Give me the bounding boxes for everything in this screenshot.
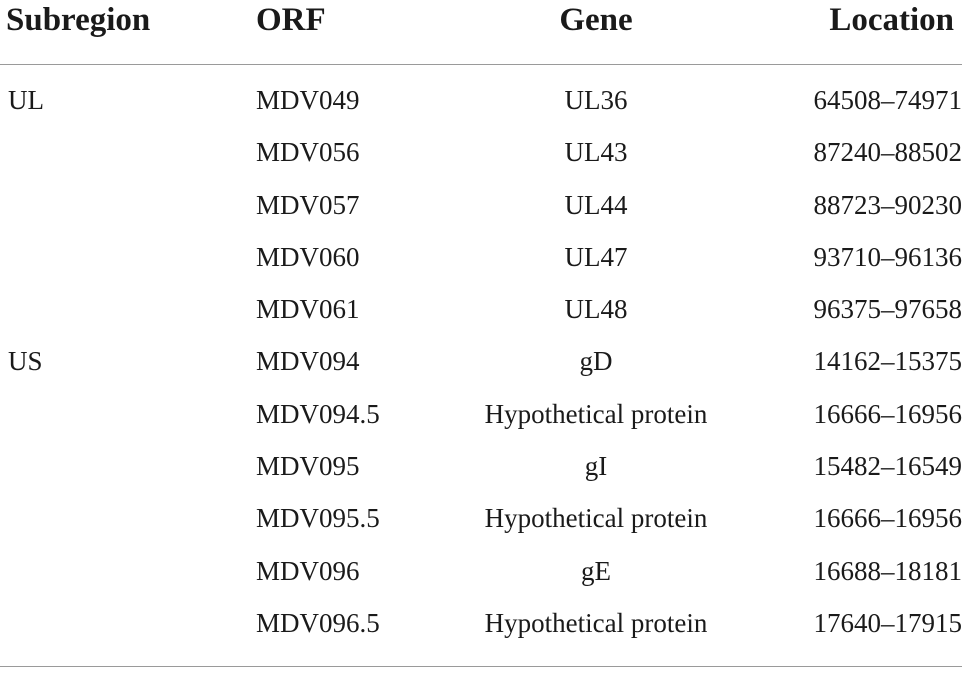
cell-gene: Hypothetical protein bbox=[484, 398, 708, 429]
header-orf: ORF bbox=[256, 2, 326, 38]
cell-location: 88723–90230 bbox=[813, 189, 963, 220]
table-row: MDV056 UL43 87240–88502 bbox=[0, 133, 968, 185]
cell-gene: Hypothetical protein bbox=[484, 607, 708, 638]
cell-orf: MDV096.5 bbox=[256, 607, 380, 638]
header-subregion: Subregion bbox=[6, 2, 151, 38]
cell-gene: gI bbox=[584, 451, 608, 482]
cell-gene: Hypothetical protein bbox=[484, 503, 708, 534]
cell-location: 16666–16956 bbox=[813, 398, 963, 429]
cell-gene: UL44 bbox=[564, 189, 628, 220]
cell-location: 93710–96136 bbox=[813, 241, 963, 272]
cell-subregion: UL bbox=[8, 85, 44, 115]
cell-orf: MDV095.5 bbox=[256, 503, 380, 534]
table-bottom-rule bbox=[0, 666, 962, 667]
cell-orf: MDV056 bbox=[256, 137, 360, 168]
cell-location: 15482–16549 bbox=[813, 451, 963, 482]
cell-location: 87240–88502 bbox=[813, 137, 963, 168]
table-row: MDV096 gE 16688–18181 bbox=[0, 552, 968, 604]
cell-location: 96375–97658 bbox=[813, 294, 963, 325]
cell-orf: MDV094.5 bbox=[256, 398, 380, 429]
cell-gene: gD bbox=[579, 346, 613, 377]
cell-orf: MDV094 bbox=[256, 346, 360, 377]
table-row: MDV094.5 Hypothetical protein 16666–1695… bbox=[0, 395, 968, 447]
table-row: US MDV094 gD 14162–15375 bbox=[0, 342, 968, 394]
table-row: MDV095.5 Hypothetical protein 16666–1695… bbox=[0, 499, 968, 551]
table-row: UL MDV049 UL36 64508–74971 bbox=[0, 81, 968, 133]
cell-location: 14162–15375 bbox=[813, 346, 963, 377]
cell-gene: gE bbox=[581, 555, 611, 586]
cell-orf: MDV060 bbox=[256, 241, 360, 272]
table-row: MDV096.5 Hypothetical protein 17640–1791… bbox=[0, 604, 968, 656]
cell-gene: UL43 bbox=[564, 137, 628, 168]
table-row: MDV060 UL47 93710–96136 bbox=[0, 238, 968, 290]
cell-location: 16688–18181 bbox=[813, 555, 963, 586]
cell-orf: MDV057 bbox=[256, 189, 360, 220]
table-header: Subregion ORF Gene Location bbox=[0, 0, 968, 48]
table-row: MDV061 UL48 96375–97658 bbox=[0, 290, 968, 342]
cell-location: 64508–74971 bbox=[813, 85, 963, 115]
cell-orf: MDV061 bbox=[256, 294, 360, 325]
cell-orf: MDV049 bbox=[256, 85, 360, 115]
table-body: UL MDV049 UL36 64508–74971 MDV056 UL43 8… bbox=[0, 81, 968, 656]
cell-gene: UL36 bbox=[564, 85, 628, 115]
header-location: Location bbox=[829, 2, 954, 38]
cell-gene: UL47 bbox=[564, 241, 628, 272]
cell-subregion: US bbox=[8, 346, 43, 377]
cell-orf: MDV095 bbox=[256, 451, 360, 482]
table-row: MDV057 UL44 88723–90230 bbox=[0, 186, 968, 238]
cell-location: 17640–17915 bbox=[813, 607, 963, 638]
header-divider bbox=[0, 64, 962, 65]
header-gene: Gene bbox=[559, 2, 633, 38]
cell-location: 16666–16956 bbox=[813, 503, 963, 534]
cell-gene: UL48 bbox=[564, 294, 628, 325]
table-row: MDV095 gI 15482–16549 bbox=[0, 447, 968, 499]
cell-orf: MDV096 bbox=[256, 555, 360, 586]
